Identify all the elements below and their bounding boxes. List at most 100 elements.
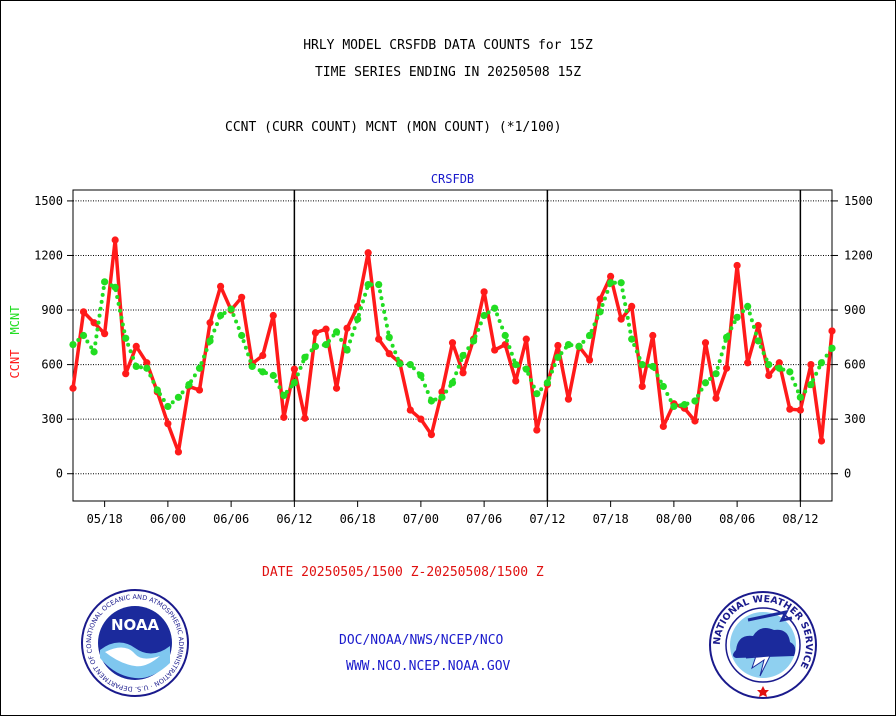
data-point-mcnt <box>522 365 530 373</box>
x-tick-label: 08/12 <box>782 512 818 526</box>
data-point-mcnt <box>501 331 509 340</box>
data-point-mcnt <box>765 360 773 369</box>
data-point-mcnt <box>775 364 783 372</box>
data-point-ccnt <box>533 426 541 434</box>
data-point-mcnt <box>554 353 562 361</box>
chart-subtitle: CCNT (CURR COUNT) MCNT (MON COUNT) (*1/1… <box>225 120 562 135</box>
data-point-mcnt <box>596 308 604 316</box>
nco-link[interactable]: DOC/NOAA/NWS/NCEP/NCO <box>339 633 504 648</box>
data-point-ccnt <box>564 395 573 403</box>
data-point-mcnt <box>343 346 351 354</box>
panel-label: CRSFDB <box>431 172 474 186</box>
data-point-mcnt <box>448 379 457 387</box>
data-point-ccnt <box>448 339 457 347</box>
y-tick-label-right: 1200 <box>844 248 873 262</box>
data-point-mcnt <box>332 328 341 336</box>
data-point-mcnt <box>259 368 267 376</box>
data-point-mcnt <box>564 340 573 349</box>
data-point-mcnt <box>185 381 193 389</box>
data-point-mcnt <box>828 344 836 352</box>
data-point-ccnt <box>79 308 88 316</box>
data-point-mcnt <box>164 402 172 411</box>
y-tick-label-left: 1200 <box>34 248 63 262</box>
data-point-mcnt <box>533 390 541 398</box>
data-point-mcnt <box>575 342 583 351</box>
data-point-mcnt <box>543 379 551 387</box>
data-point-ccnt <box>501 340 509 349</box>
data-point-ccnt <box>269 311 277 320</box>
x-tick-label: 06/12 <box>276 512 312 526</box>
data-point-ccnt <box>691 417 699 425</box>
data-point-ccnt <box>385 350 393 358</box>
data-point-ccnt <box>174 448 183 456</box>
date-range-label: DATE 20250505/1500 Z-20250508/1500 Z <box>262 565 544 580</box>
x-tick-label: 07/00 <box>403 512 439 526</box>
data-point-ccnt <box>238 293 246 301</box>
data-point-ccnt <box>311 329 320 337</box>
data-point-mcnt <box>469 337 478 345</box>
data-point-ccnt <box>733 261 741 270</box>
data-point-ccnt <box>301 414 309 422</box>
data-point-mcnt <box>375 280 383 289</box>
data-point-ccnt <box>90 319 98 327</box>
y-tick-label-left: 300 <box>41 412 63 426</box>
y-tick-label-left: 0 <box>56 467 63 481</box>
data-point-mcnt <box>132 362 140 371</box>
data-point-ccnt <box>628 302 636 310</box>
data-point-ccnt <box>101 330 109 338</box>
data-point-ccnt <box>617 315 625 323</box>
data-point-ccnt <box>206 319 214 327</box>
data-point-ccnt <box>522 335 530 343</box>
data-point-mcnt <box>786 368 794 376</box>
data-point-ccnt <box>491 346 499 354</box>
data-point-mcnt <box>195 364 204 372</box>
chart-title-line1: HRLY MODEL CRSFDB DATA COUNTS for 15Z <box>303 38 593 53</box>
data-point-mcnt <box>216 311 225 320</box>
data-point-mcnt <box>354 315 362 323</box>
data-point-mcnt <box>269 371 277 380</box>
data-point-mcnt <box>153 386 161 394</box>
data-point-mcnt <box>174 393 183 401</box>
data-point-mcnt <box>480 311 488 320</box>
data-point-mcnt <box>438 393 446 401</box>
data-point-ccnt <box>596 295 604 303</box>
data-point-mcnt <box>680 401 689 409</box>
nws-logo: NATIONAL WEATHER SERVICE <box>709 591 817 699</box>
nco-website-link[interactable]: WWW.NCO.NCEP.NOAA.GOV <box>346 659 511 674</box>
noaa-logo-text: NOAA <box>111 616 160 634</box>
data-point-mcnt <box>122 334 130 342</box>
data-point-mcnt <box>101 278 109 286</box>
noaa-logo: NOAA NATIONAL OCEANIC AND ATMOSPHERIC AD… <box>80 588 189 697</box>
y-tick-label-right: 1500 <box>844 194 873 208</box>
x-tick-label: 08/06 <box>719 512 755 526</box>
data-point-mcnt <box>459 351 467 360</box>
x-tick-label: 06/18 <box>340 512 376 526</box>
data-point-mcnt <box>290 379 298 387</box>
data-point-mcnt <box>491 304 499 312</box>
data-point-mcnt <box>427 397 436 405</box>
data-point-ccnt <box>375 335 383 343</box>
data-point-mcnt <box>322 340 330 349</box>
data-point-mcnt <box>238 331 246 340</box>
data-point-ccnt <box>427 431 436 439</box>
data-point-ccnt <box>512 377 520 385</box>
data-point-ccnt <box>786 405 794 413</box>
data-point-mcnt <box>90 348 98 356</box>
x-tick-label: 06/06 <box>213 512 249 526</box>
data-point-mcnt <box>227 305 235 313</box>
data-point-ccnt <box>406 406 414 414</box>
x-tick-label: 05/18 <box>87 512 123 526</box>
data-point-mcnt <box>712 370 720 378</box>
data-point-ccnt <box>132 342 140 351</box>
data-point-ccnt <box>111 236 119 244</box>
data-point-ccnt <box>438 388 446 396</box>
x-tick-label: 07/12 <box>529 512 565 526</box>
data-point-mcnt <box>417 371 425 380</box>
data-point-mcnt <box>385 333 393 341</box>
data-point-mcnt <box>206 337 214 345</box>
data-point-mcnt <box>670 402 678 411</box>
y-tick-label-right: 600 <box>844 358 866 372</box>
data-point-mcnt <box>659 382 667 391</box>
data-point-ccnt <box>744 359 752 367</box>
data-point-ccnt <box>364 249 372 257</box>
